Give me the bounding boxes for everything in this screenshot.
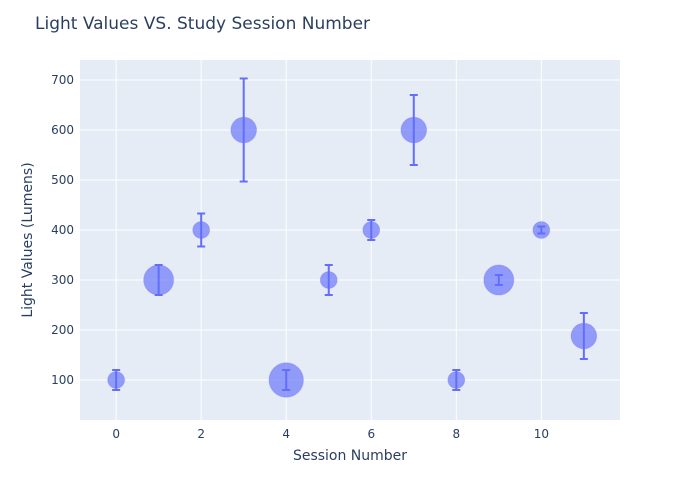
- data-point: [319, 271, 338, 289]
- y-tick-label: 600: [51, 123, 74, 137]
- data-point: [447, 371, 466, 389]
- data-point: [532, 221, 551, 239]
- x-axis-label: Session Number: [293, 448, 407, 464]
- x-tick-label: 10: [534, 427, 549, 441]
- y-tick-label: 400: [51, 223, 74, 237]
- y-tick-label: 200: [51, 323, 74, 337]
- x-tick-label: 6: [367, 427, 375, 441]
- y-axis-label: Light Values (Lumens): [20, 162, 36, 317]
- data-markers: [107, 116, 598, 398]
- y-tick-label: 500: [51, 173, 74, 187]
- data-point: [230, 116, 258, 144]
- x-tick-label: 4: [282, 427, 290, 441]
- data-point: [483, 264, 515, 296]
- data-point: [143, 264, 175, 296]
- data-point: [400, 116, 428, 144]
- y-tick-label: 100: [51, 373, 74, 387]
- data-point: [268, 362, 304, 398]
- x-tick-label: 8: [452, 427, 460, 441]
- data-point: [362, 221, 381, 239]
- y-tick-labels: 100 200 300 400 500 600 700: [51, 73, 74, 387]
- plot-area: [80, 60, 620, 420]
- x-tick-label: 2: [197, 427, 205, 441]
- y-tick-label: 700: [51, 73, 74, 87]
- x-tick-labels: 0 2 4 6 8 10: [112, 427, 549, 441]
- x-tick-label: 0: [112, 427, 120, 441]
- data-point: [570, 322, 598, 350]
- data-point: [192, 221, 211, 239]
- data-point: [107, 371, 126, 389]
- y-tick-label: 300: [51, 273, 74, 287]
- chart-title: Light Values VS. Study Session Number: [35, 14, 370, 34]
